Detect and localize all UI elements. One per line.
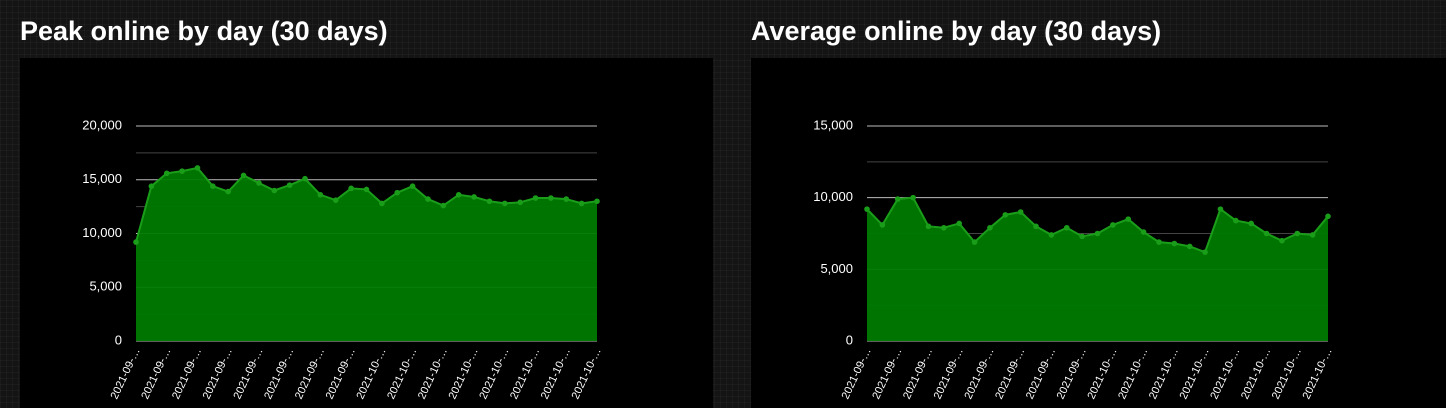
point bbox=[379, 200, 385, 207]
point bbox=[925, 223, 932, 230]
y-tick-label: 10,000 bbox=[82, 225, 122, 240]
point bbox=[1140, 229, 1147, 235]
point bbox=[455, 192, 462, 198]
point bbox=[271, 187, 278, 194]
point bbox=[317, 192, 324, 198]
point bbox=[548, 195, 554, 201]
chart-title: Average online by day (30 days) bbox=[751, 16, 1161, 46]
point bbox=[971, 239, 978, 245]
point bbox=[1033, 223, 1039, 230]
point bbox=[210, 183, 216, 189]
point bbox=[133, 239, 139, 245]
point bbox=[594, 198, 600, 205]
point bbox=[409, 183, 416, 189]
point bbox=[941, 224, 947, 231]
point bbox=[486, 198, 493, 205]
point bbox=[425, 196, 431, 202]
point bbox=[956, 220, 962, 227]
point bbox=[1125, 216, 1132, 222]
point bbox=[194, 165, 201, 171]
point bbox=[563, 196, 570, 202]
point bbox=[578, 200, 585, 207]
point bbox=[1110, 222, 1116, 228]
area bbox=[136, 167, 597, 341]
point bbox=[1233, 217, 1239, 224]
chart-title: Peak online by day (30 days) bbox=[20, 16, 388, 46]
y-tick-label: 5,000 bbox=[820, 261, 853, 276]
point bbox=[179, 168, 185, 174]
point bbox=[471, 194, 477, 200]
point bbox=[394, 189, 401, 196]
y-tick-label: 15,000 bbox=[813, 117, 853, 132]
point bbox=[1279, 237, 1285, 244]
point bbox=[348, 185, 354, 192]
point bbox=[286, 182, 293, 188]
point bbox=[1156, 239, 1162, 245]
point bbox=[1248, 220, 1254, 227]
y-tick-label: 20,000 bbox=[82, 117, 122, 132]
point bbox=[332, 197, 339, 203]
y-tick-label: 10,000 bbox=[813, 189, 853, 204]
point bbox=[225, 188, 231, 195]
point bbox=[1202, 249, 1208, 255]
point bbox=[1309, 232, 1316, 238]
point bbox=[1217, 206, 1224, 212]
point bbox=[1325, 213, 1331, 220]
point bbox=[502, 200, 508, 207]
point bbox=[256, 180, 262, 186]
point bbox=[517, 199, 523, 206]
point bbox=[1002, 212, 1009, 218]
point bbox=[1079, 233, 1085, 240]
point bbox=[1017, 209, 1024, 215]
point bbox=[879, 222, 886, 228]
point bbox=[532, 195, 539, 201]
point bbox=[1263, 230, 1270, 237]
point bbox=[240, 172, 247, 179]
point bbox=[864, 206, 870, 212]
point bbox=[302, 175, 308, 182]
point bbox=[148, 183, 155, 189]
point bbox=[1294, 230, 1301, 237]
point bbox=[987, 224, 993, 231]
point bbox=[1171, 240, 1178, 247]
point bbox=[1048, 232, 1055, 238]
point bbox=[910, 194, 916, 201]
point bbox=[163, 170, 170, 177]
y-tick-label: 5,000 bbox=[89, 279, 122, 294]
y-tick-label: 0 bbox=[846, 332, 853, 347]
point bbox=[1186, 243, 1193, 250]
point bbox=[440, 202, 447, 209]
y-tick-label: 15,000 bbox=[82, 171, 122, 186]
point bbox=[1094, 230, 1101, 237]
point bbox=[894, 196, 901, 202]
point bbox=[1063, 224, 1070, 231]
point bbox=[363, 186, 370, 193]
y-tick-label: 0 bbox=[115, 332, 122, 347]
